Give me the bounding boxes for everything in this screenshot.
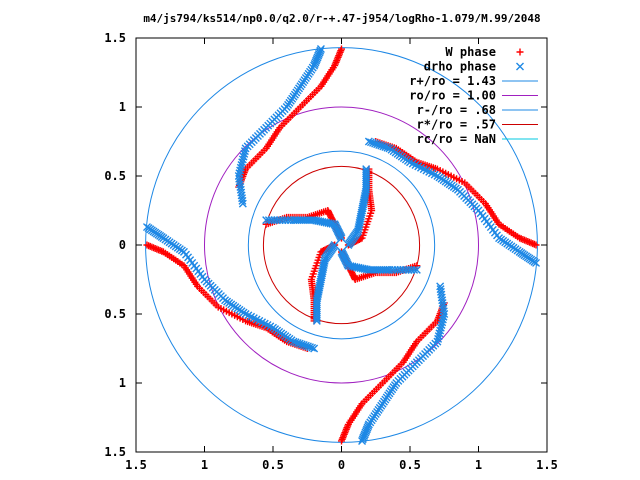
x-tick-label: 1 — [475, 458, 482, 472]
axis-ticks: 1.5 1 0.5 0 0.5 1 1.51.510.500.511.5 — [104, 31, 558, 472]
x-tick-label: 1.5 — [536, 458, 558, 472]
x-tick-label: 1 — [201, 458, 208, 472]
data-point — [308, 343, 317, 352]
data-point — [262, 216, 271, 225]
series-1-arm-1 — [364, 137, 541, 267]
y-tick-label: 1 — [119, 376, 126, 390]
data-point — [362, 165, 371, 174]
data-point — [410, 265, 419, 274]
data-point — [366, 138, 375, 147]
legend-label: W phase — [445, 45, 496, 59]
x-tick-label: 0 — [338, 458, 345, 472]
series-1-arm-6 — [337, 247, 421, 274]
data-point — [310, 344, 319, 353]
y-tick-label: 0.5 — [104, 169, 126, 183]
series-1-arm-5 — [344, 165, 371, 249]
data-point — [264, 216, 273, 225]
y-tick-label: 1 — [119, 100, 126, 114]
reference-circle-1 — [204, 106, 479, 384]
legend-label: rc/ro = NaN — [417, 132, 496, 146]
chart-title: m4/js794/ks514/np0.0/q2.0/r-+.47-j954/lo… — [143, 12, 540, 25]
y-tick-label: 0 — [119, 238, 126, 252]
legend-label: r+/ro = 1.43 — [409, 74, 496, 88]
x-tick-label: 0.5 — [399, 458, 421, 472]
legend-label: r-/ro = .68 — [417, 103, 496, 117]
data-point — [312, 316, 321, 325]
data-point — [362, 167, 371, 176]
series-1-arm-2 — [358, 282, 449, 445]
x-tick-label: 1.5 — [125, 458, 147, 472]
legend-label: drho phase — [424, 60, 496, 74]
x-tick-label: 0.5 — [262, 458, 284, 472]
series-1 — [142, 45, 541, 445]
y-tick-label: 1.5 — [104, 31, 126, 45]
legend-label: r*/ro = .57 — [417, 118, 496, 132]
legend-label: ro/ro = 1.00 — [409, 89, 496, 103]
data-point — [312, 314, 321, 323]
data-point — [238, 199, 247, 208]
series-1-arm-0 — [234, 45, 325, 208]
series-1-arm-3 — [142, 223, 319, 353]
data-point — [364, 137, 373, 146]
data-point — [412, 265, 421, 274]
series-1-arm-7 — [312, 241, 339, 325]
y-tick-label: 1.5 — [104, 445, 126, 459]
series-0-arm-2 — [338, 299, 448, 445]
data-point — [436, 285, 445, 294]
y-tick-label: 0.5 — [104, 307, 126, 321]
data-point — [238, 196, 247, 205]
data-series — [142, 45, 541, 445]
reference-circle-2 — [247, 150, 436, 340]
legend-marker-sample — [516, 48, 524, 56]
reference-circle-3 — [262, 165, 421, 325]
legend-marker-sample — [516, 62, 524, 71]
series-0-arm-0 — [235, 45, 345, 191]
data-point — [436, 282, 445, 291]
series-1-arm-4 — [262, 216, 346, 243]
